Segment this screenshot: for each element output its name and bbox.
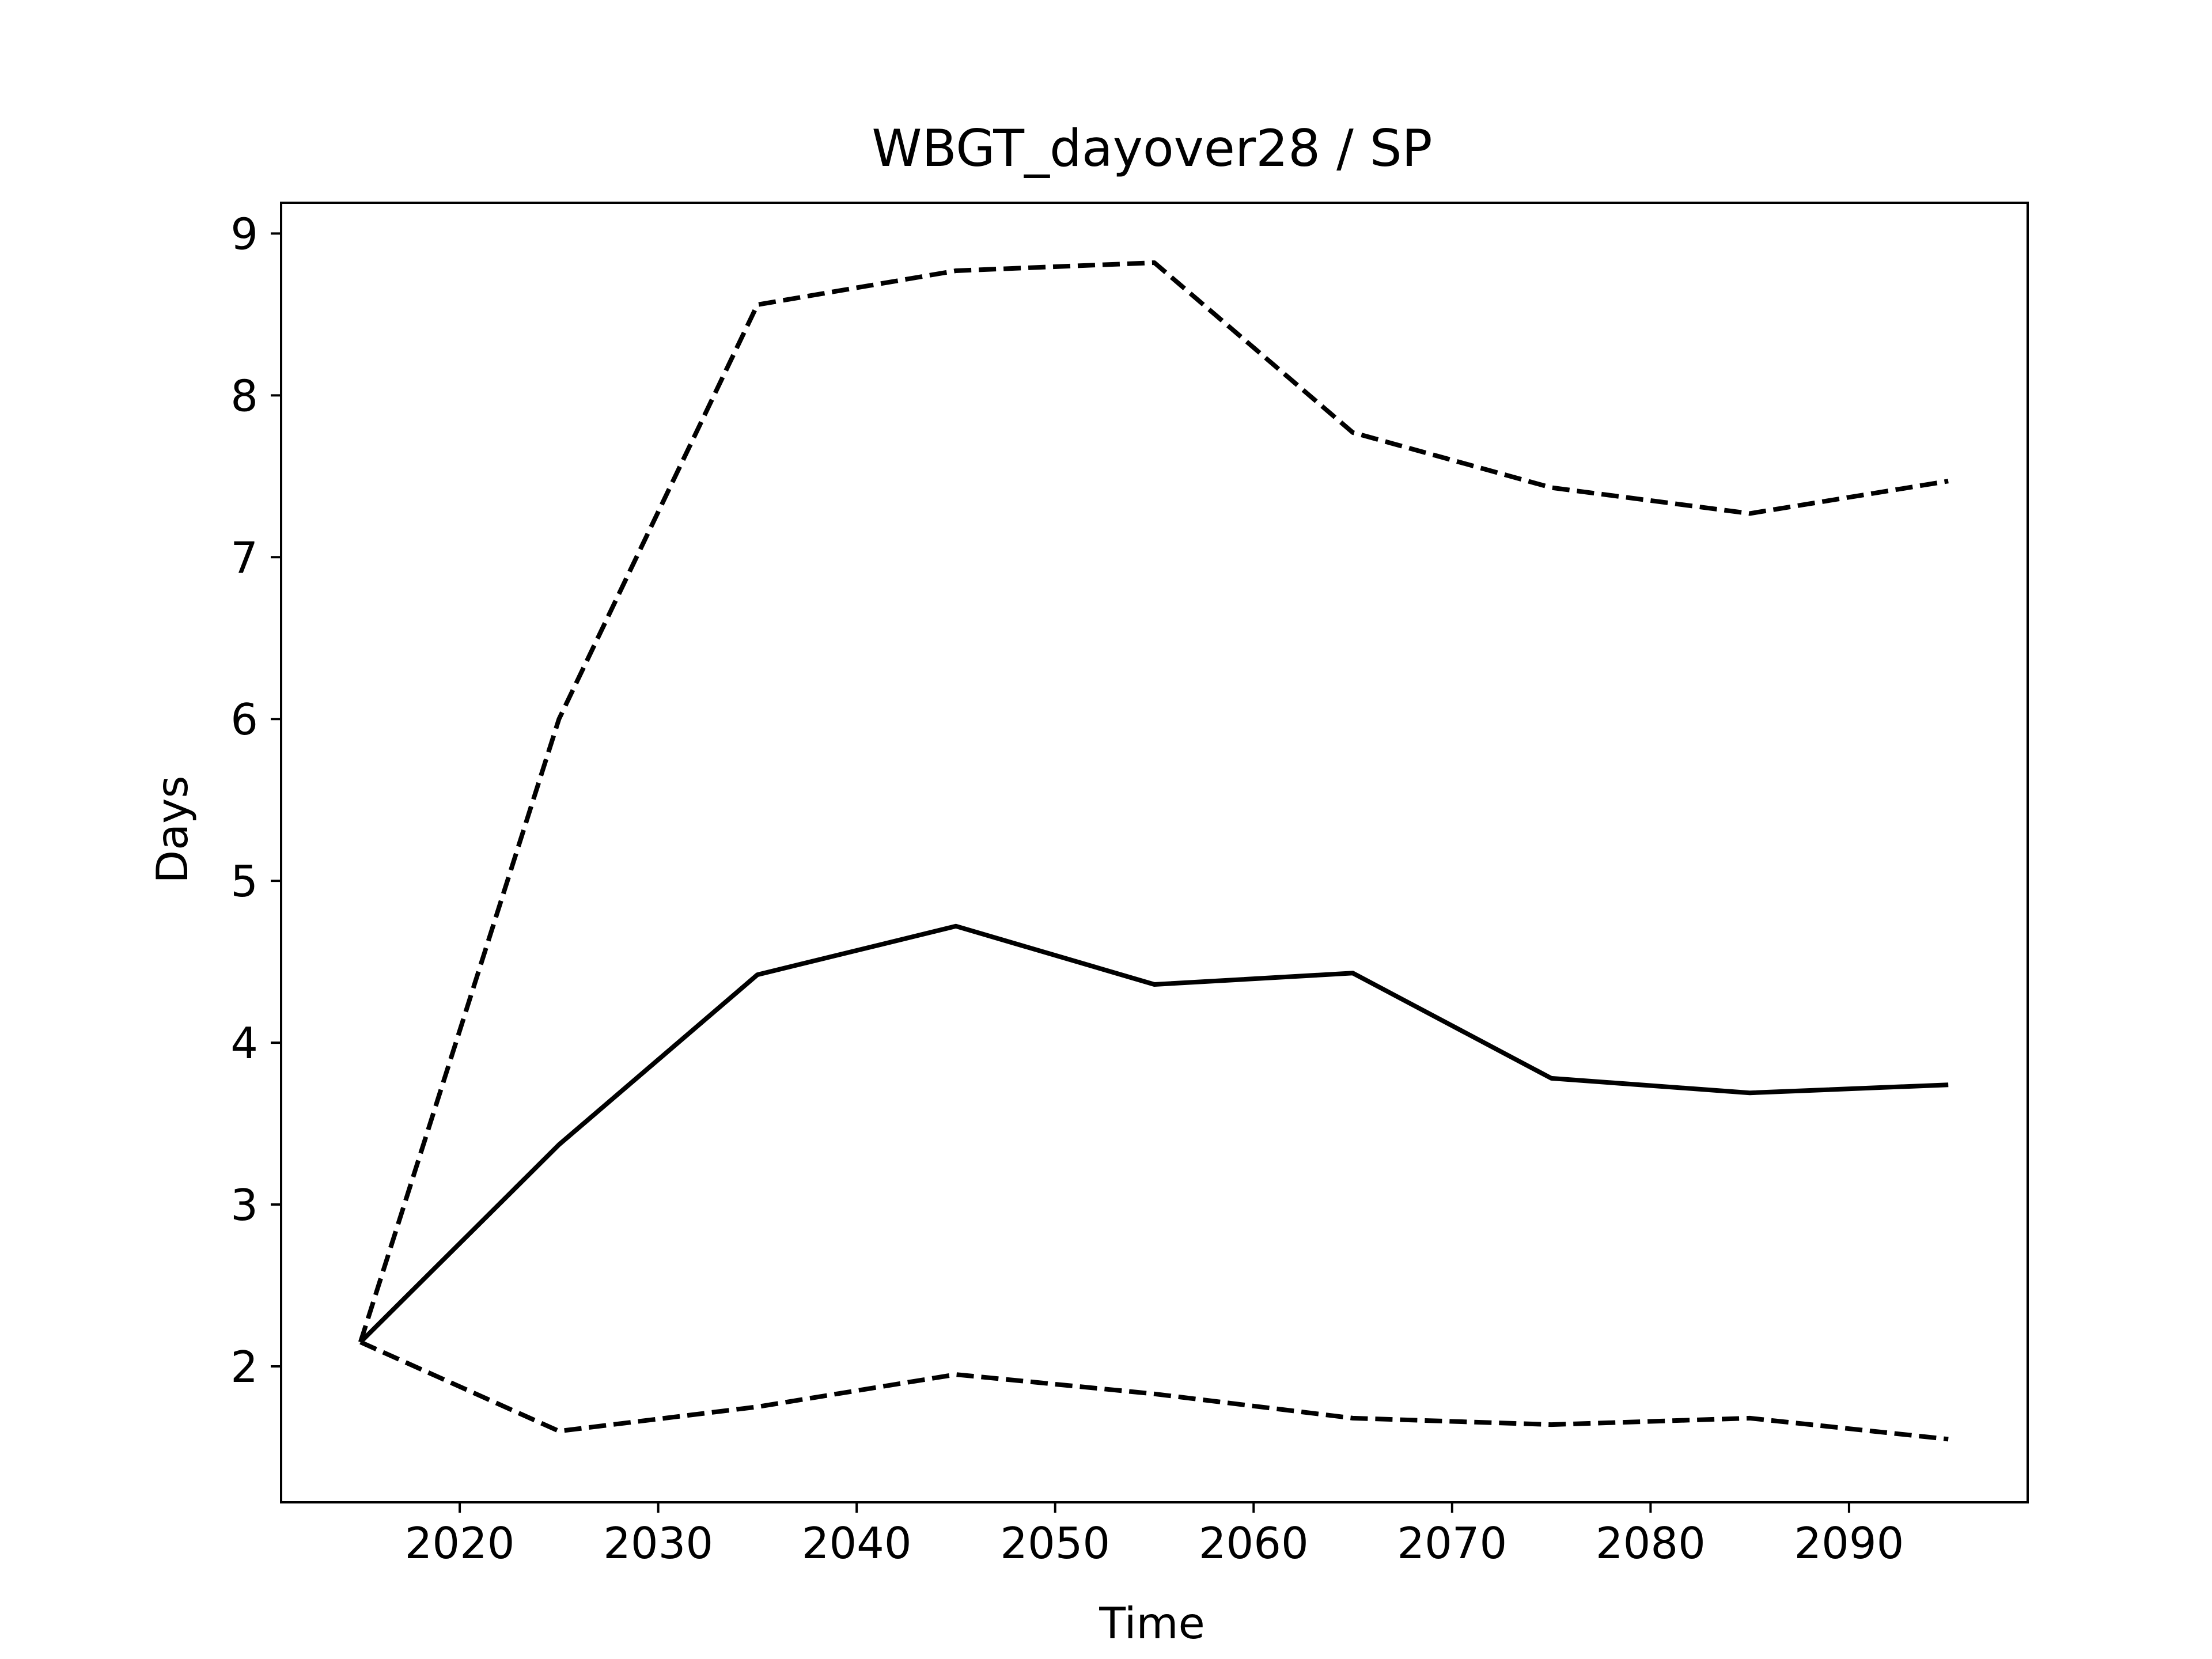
y-tick-label: 3 xyxy=(230,1180,258,1230)
chart-title: WBGT_dayover28 / SP xyxy=(872,119,1432,178)
y-tick-label: 8 xyxy=(230,370,258,421)
series-line-3 xyxy=(359,1340,1949,1442)
x-tick-label: 2030 xyxy=(603,1518,713,1569)
x-tick-label: 2050 xyxy=(1000,1518,1110,1569)
y-tick-label: 6 xyxy=(230,694,258,745)
x-tick-label: 2070 xyxy=(1397,1518,1507,1569)
axes-frame xyxy=(280,202,2029,1503)
series-line-1 xyxy=(358,923,1949,1344)
x-tick-label: 2060 xyxy=(1199,1518,1309,1569)
y-tick-label: 4 xyxy=(230,1018,258,1069)
series-line-2 xyxy=(358,260,1949,1343)
y-tick-label: 2 xyxy=(230,1342,258,1392)
plot-area: 2020 2030 2040 2050 2060 2070 2080 2090 2 3 4 5 6 7 8 9 xyxy=(230,202,2029,1569)
x-tick-label: 2090 xyxy=(1794,1518,1904,1569)
y-tick-label: 5 xyxy=(230,856,258,907)
x-tick-label: 2080 xyxy=(1596,1518,1706,1569)
y-tick-label: 7 xyxy=(230,532,258,583)
y-tick-label: 9 xyxy=(230,209,258,259)
y-axis-label: Days xyxy=(147,775,198,883)
x-axis-label: Time xyxy=(1099,1598,1205,1649)
x-tick-label: 2020 xyxy=(405,1518,515,1569)
x-tick-label: 2040 xyxy=(802,1518,912,1569)
